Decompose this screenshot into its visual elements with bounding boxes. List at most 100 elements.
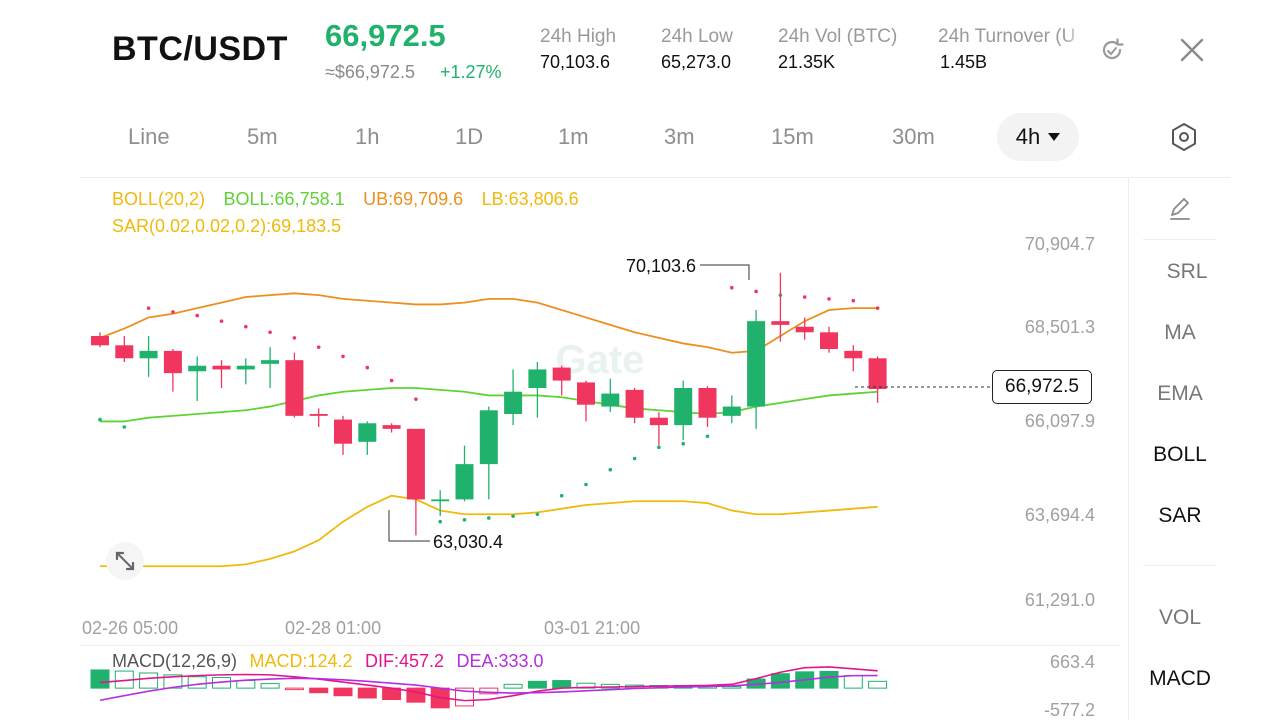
sar-dot (244, 324, 248, 329)
macd-histogram-bar (527, 680, 547, 689)
macd-histogram-bar (284, 687, 304, 691)
y-tick-3: 66,097.9 (1024, 411, 1095, 431)
tab-15m[interactable]: 15m (771, 124, 814, 149)
sar-dot (705, 434, 710, 439)
boll-ub-value: UB:69,709.6 (363, 189, 464, 209)
indicator-boll[interactable]: BOLL (1153, 443, 1207, 466)
boll-lb-value: LB:63,806.6 (481, 189, 579, 209)
x-tick-1: 02-26 05:00 (82, 618, 179, 638)
tab-4h-dropdown[interactable]: 4h (997, 113, 1079, 161)
stat-vol-value: 21.35K (778, 52, 836, 72)
candle-body (625, 389, 644, 418)
sar-dot (438, 519, 443, 524)
sar-dot (875, 306, 880, 310)
macd-histogram-bar (868, 680, 888, 689)
indicator-ma[interactable]: MA (1164, 321, 1196, 344)
indicator-srl[interactable]: SRL (1166, 260, 1208, 283)
y-tick-2: 68,501.3 (1024, 317, 1095, 337)
candle-body (382, 425, 401, 429)
indicator-macd[interactable]: MACD (1149, 667, 1211, 690)
candle-body (504, 391, 523, 414)
candle-body (868, 358, 887, 390)
chart-settings-icon[interactable] (1168, 121, 1200, 153)
y-tick-4: 63,694.4 (1024, 505, 1095, 525)
candle-body (406, 428, 425, 500)
macd-name: MACD(12,26,9) (112, 651, 238, 671)
candle-body (771, 321, 790, 325)
sar-dot (584, 482, 588, 487)
sar-dot (268, 330, 272, 335)
candle-body (479, 410, 498, 465)
sar-dot (535, 512, 540, 517)
indicator-sar[interactable]: SAR (1158, 504, 1202, 527)
indicator-vol[interactable]: VOL (1158, 606, 1202, 629)
macd-histogram-bar (843, 675, 863, 689)
candle-body (91, 336, 109, 346)
stat-high-label: 24h High (540, 26, 617, 47)
sar-dot (389, 378, 394, 383)
candle-body (236, 365, 255, 370)
macd-histogram-bar (455, 687, 474, 707)
tab-line[interactable]: Line (128, 124, 170, 149)
stat-turnover-label: 24h Turnover (U (938, 26, 1076, 47)
indicator-ema[interactable]: EMA (1157, 382, 1203, 405)
sar-dot (341, 354, 345, 359)
macd-histogram-bar (236, 680, 256, 689)
macd-dea-line (99, 674, 878, 702)
sar-dot (195, 313, 199, 318)
x-tick-2: 02-28 01:00 (285, 618, 382, 638)
tab-30m[interactable]: 30m (892, 124, 935, 149)
macd-histogram-bar (819, 670, 839, 689)
candle-body (285, 360, 304, 416)
sar-dot (754, 289, 758, 294)
sar-dot (365, 365, 370, 370)
candle-body (188, 365, 207, 372)
last-price: 66,972.5 (325, 18, 446, 53)
sar-dot (316, 345, 321, 349)
refresh-icon[interactable] (1096, 34, 1128, 66)
y-tick-5: 61,291.0 (1024, 590, 1095, 610)
stat-low-value: 65,273.0 (661, 52, 732, 72)
candlestick-chart[interactable]: Gate (0, 0, 1128, 720)
caret-down-icon (1048, 133, 1061, 141)
tab-1d[interactable]: 1D (455, 124, 484, 149)
expand-icon[interactable] (106, 542, 144, 580)
price-change: +1.27% (440, 62, 502, 82)
macd-histogram-bar (139, 672, 159, 689)
sar-dot (559, 493, 564, 498)
sar-dot (462, 518, 467, 522)
sar-dot (802, 295, 807, 299)
tab-5m[interactable]: 5m (247, 124, 278, 149)
stat-turnover-value: 1.45B (940, 52, 988, 72)
macd-histogram-bar (333, 687, 353, 697)
close-icon[interactable] (1176, 34, 1208, 66)
candle-body (747, 321, 766, 407)
tab-3m[interactable]: 3m (664, 124, 695, 149)
sar-dot (292, 336, 297, 340)
stat-vol-label: 24h Vol (BTC) (778, 26, 898, 47)
macd-histogram-bar (90, 669, 110, 689)
candle-body (163, 350, 182, 374)
sar-dot (171, 310, 175, 314)
stat-high-value: 70,103.6 (540, 52, 611, 72)
macd-dif-line (99, 666, 878, 702)
approx-price: ≈$66,972.5 (325, 62, 415, 82)
candle-body (455, 464, 474, 500)
sar-dot (511, 514, 515, 518)
tab-1m[interactable]: 1m (558, 124, 589, 149)
boll-middle-band (100, 387, 878, 423)
macd-histogram-bar (552, 680, 572, 689)
sar-dot (219, 319, 224, 323)
tab-1h[interactable]: 1h (355, 124, 380, 149)
boll-lower-band (100, 494, 878, 568)
macd-histogram-bar (770, 673, 790, 689)
candle-body (698, 387, 717, 418)
macd-histogram-bar (187, 676, 207, 689)
draw-pencil-icon[interactable] (1164, 193, 1196, 225)
x-tick-3: 03-01 21:00 (544, 618, 641, 638)
candle-body (212, 365, 231, 370)
candle-body (139, 350, 158, 359)
high-label: 70,103.6 (626, 256, 697, 276)
sar-dot (98, 417, 102, 422)
candle-body (431, 499, 450, 502)
